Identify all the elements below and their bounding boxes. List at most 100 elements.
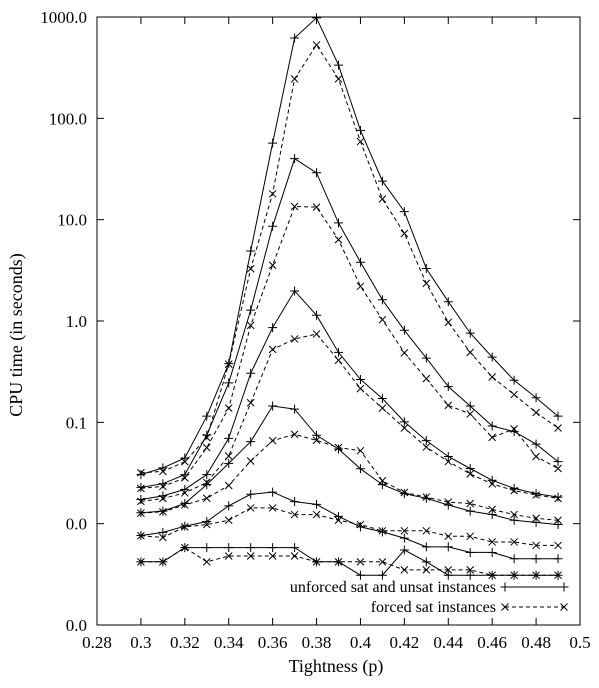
cross-point [532,571,540,580]
cross-point [180,489,189,497]
y-tick-label: 1000.0 [40,8,87,27]
cross-point [356,384,365,393]
cross-point [422,526,431,535]
x-tick-label: 0.28 [82,633,112,652]
cross-point [268,436,277,445]
plus-point [377,570,387,580]
cross-point [554,516,562,525]
cross-point [224,552,233,560]
series-line [140,157,559,488]
plus-point [312,499,322,509]
cross-point [422,279,431,288]
cross-point [510,390,518,399]
plus-point [465,401,475,411]
plus-point [334,218,343,228]
plus-point [246,437,256,447]
cross-point [334,235,343,244]
cross-point [180,543,189,552]
series-layer [136,13,563,580]
plus-point [509,515,519,525]
y-tick-label: 100.0 [49,109,87,128]
plus-point [443,297,453,307]
cross-point [268,261,277,270]
cross-point [312,436,321,445]
legend-label: forced sat instances [371,599,496,616]
cross-point [422,443,431,451]
cross-point [246,398,255,407]
plus-point [246,305,256,315]
cross-point [554,571,562,580]
plus-point [290,497,300,507]
plus-point [399,545,409,555]
x-tick-label: 0.32 [170,633,200,652]
plus-point [290,404,300,414]
plus-point [202,480,212,490]
plus-point [312,168,322,178]
cross-point [356,446,365,455]
cross-point [312,510,321,519]
forced-series-8 [137,202,562,493]
plus-point [553,520,563,530]
plus-point [443,570,453,580]
cross-point [400,488,409,497]
cross-point [137,509,145,518]
plus-point [246,368,256,378]
cross-point [137,468,145,477]
cross-point [312,203,321,211]
plus-point [553,492,563,502]
cross-point [202,494,211,503]
cross-point [180,523,189,531]
plus-point [465,506,475,516]
series-line [140,507,558,546]
cross-point [488,373,497,381]
axes-layer: 0.28 0.3 0.32 0.34 0.36 0.38 0.4 0.42 0.44 0.46 0.… [40,8,590,652]
cross-point [532,541,540,550]
plus-point [559,582,569,592]
x-tick-label: 0.46 [477,633,507,652]
cross-point [334,356,343,365]
cross-point [180,457,189,466]
plus-point [465,328,475,338]
cross-point [159,482,167,491]
cross-point [137,484,145,493]
cross-point [268,189,277,198]
cross-point [532,452,540,461]
series-line [140,17,559,476]
y-tick-label: 0.0 [66,616,87,635]
cross-point [159,467,167,476]
cross-point [532,514,540,523]
forced-series-10 [137,430,562,525]
y-axis-title: CPU time (in seconds) [6,253,27,417]
plus-point [421,557,431,567]
plus-point [224,501,234,511]
plus-point [421,263,431,273]
plus-point [268,401,278,411]
x-tick-label: 0.36 [258,633,288,652]
cross-point [312,41,321,49]
x-tick-label: 0.5 [569,633,590,652]
plus-point [399,207,409,217]
x-tick-label: 0.44 [433,633,463,652]
plus-point [509,375,519,385]
cross-point [202,443,211,452]
cross-point [159,557,167,566]
cross-point [224,404,233,413]
x-tick-label: 0.34 [214,633,244,652]
cross-point [422,566,431,574]
cross-point [137,497,145,506]
forced-series-9 [137,330,562,506]
plus-point [377,527,387,537]
cross-point [224,481,233,490]
plus-point [531,554,541,564]
cross-point [268,552,277,560]
plus-point [224,543,234,553]
plus-point [553,554,563,564]
plus-point [487,421,497,431]
cross-point [378,526,387,535]
cross-point [444,457,453,466]
cross-point [378,557,387,566]
plus-point [443,382,453,392]
cross-point [501,603,509,611]
plus-point [509,483,519,493]
